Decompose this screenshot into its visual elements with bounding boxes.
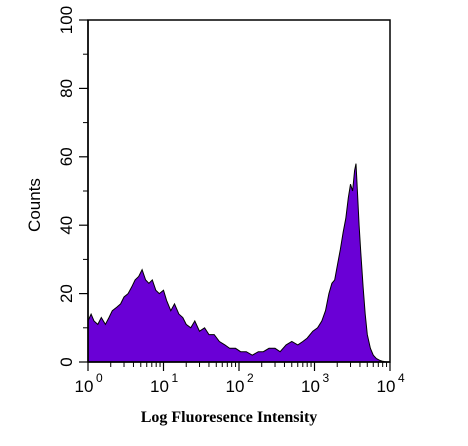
x-tick-label: 10	[150, 377, 169, 396]
y-tick-label: 40	[57, 216, 76, 235]
y-tick-label: 80	[57, 79, 76, 98]
x-axis-label: Log Fluoresence Intensity	[141, 409, 318, 426]
histogram-area	[88, 163, 387, 362]
y-tick-label: 20	[57, 284, 76, 303]
x-tick-label: 10	[75, 377, 94, 396]
x-tick-label: 10	[301, 377, 320, 396]
plot-area	[87, 19, 391, 363]
histogram-outline	[87, 163, 387, 363]
x-tick-label: 10	[377, 377, 396, 396]
y-tick-label: 60	[57, 147, 76, 166]
x-tick-exponent: 1	[172, 371, 179, 385]
x-tick-exponent: 4	[398, 371, 405, 385]
x-tick-exponent: 0	[96, 371, 103, 385]
x-tick-exponent: 2	[247, 371, 254, 385]
x-tick-exponent: 3	[323, 371, 330, 385]
x-axis: 10 0 10 1 10 2 10 3 10 4	[75, 361, 405, 396]
y-tick-label: 0	[57, 357, 76, 366]
y-axis-label: Counts	[25, 178, 44, 232]
y-tick-label: 100	[57, 6, 76, 34]
y-axis: 0 20 40 60 80 100	[57, 6, 89, 367]
x-tick-label: 10	[226, 377, 245, 396]
